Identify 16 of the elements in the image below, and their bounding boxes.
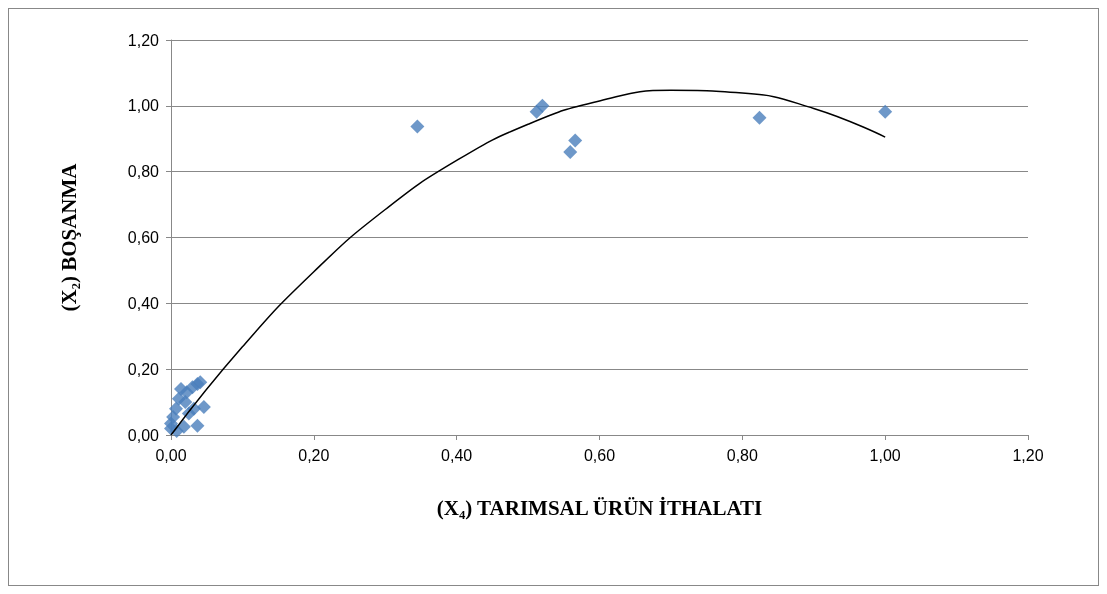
y-axis-title: (X₂) BOŞANMA xyxy=(56,162,81,312)
y-tick-label: 0,40 xyxy=(127,294,160,312)
x-axis-title: (X₄) TARIMSAL ÜRÜN İTHALATI xyxy=(436,495,763,520)
x-tick-label: 0,80 xyxy=(726,446,759,464)
x-tick-label: 1,00 xyxy=(869,446,901,464)
x-tick-label: 1,20 xyxy=(1012,446,1044,464)
y-tick-label: 0,20 xyxy=(127,360,160,378)
x-tick-label: 0,00 xyxy=(155,446,187,464)
x-tick-label: 0,40 xyxy=(441,446,473,464)
y-tick-label: 0,80 xyxy=(127,163,160,181)
y-tick-label: 1,00 xyxy=(127,97,160,115)
y-tick-label: 0,00 xyxy=(127,426,160,444)
y-tick-label: 1,20 xyxy=(127,31,160,49)
x-tick-label: 0,60 xyxy=(583,446,616,464)
y-tick-label: 0,60 xyxy=(127,229,160,246)
x-tick-label: 0,20 xyxy=(298,446,330,464)
